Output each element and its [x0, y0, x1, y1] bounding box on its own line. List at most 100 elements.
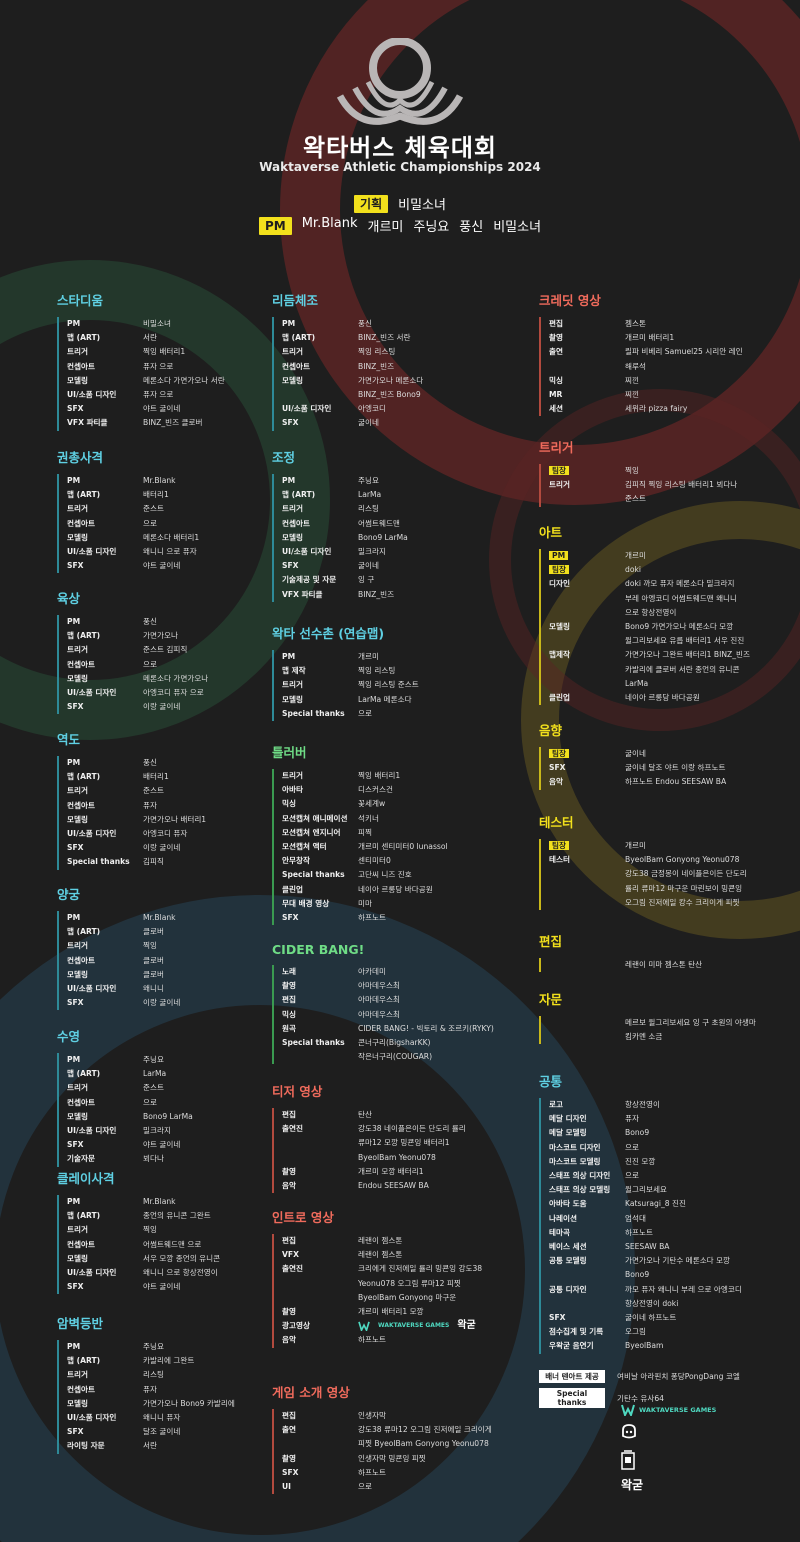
credit-role — [549, 896, 625, 910]
credit-role: 모션캡쳐 엔지니어 — [282, 827, 341, 837]
section-rows: PM 주닝요 맵 (ART) LarMa 트리거 리스팅 컨셉아트 어썸트웨드맨 모델링 Bono… — [272, 474, 522, 602]
credit-row: 트리거 찍잉 리스팅 준스트 — [282, 678, 522, 692]
credit-names: 야트 굴이네 — [143, 561, 181, 571]
credit-role: 음악 — [282, 1181, 296, 1191]
credit-role: PM — [67, 319, 81, 328]
credit-role: 컨셉아트 — [67, 1097, 95, 1107]
credit-names: 풍신 — [143, 758, 157, 767]
credit-role: 테마곡 — [549, 1227, 570, 1237]
wakgood-logo-text: 왁굳 — [621, 1478, 644, 1492]
credit-role: 팀장 — [549, 563, 625, 577]
wakgood-logo-text: 왁굳 — [457, 1320, 476, 1332]
credit-row: 촬영 인생자막 밍쿈잉 피찟 — [282, 1452, 522, 1466]
credit-row: SFX 야트 굴이네 — [67, 559, 307, 573]
credit-role: Special thanks — [282, 708, 345, 718]
credit-row: VFX 파티클 BINZ_빈즈 — [282, 588, 522, 602]
credit-role: 모션캡쳐 애니메이션 — [282, 813, 348, 823]
credit-section: CIDER BANG! 노래 아카데미 촬영 아마데우스최 편집 아마데우스최 믹싱 아마데우스… — [272, 942, 522, 1065]
credit-section: 양궁 PM Mr.Blank 맵 (ART) 클로버 트리거 찍잉 컨셉아트 클로버 모델링 클로버… — [57, 884, 307, 1011]
credit-names: Katsuragi_8 진진 — [625, 1199, 686, 1209]
credit-role: 맵 제작 — [282, 666, 306, 676]
credit-role: 클린업 — [549, 693, 570, 703]
credit-row: 클린업 네이아 르롱당 바다공원 — [282, 883, 522, 897]
credit-section: 클레이사격 PM Mr.Blank 맵 (ART) 종언의 유니콘 그완트 트리거 찍잉 컨셉… — [57, 1168, 307, 1295]
credit-names: 탄산 — [358, 1110, 372, 1119]
credit-role: 기술제공 및 자문 — [282, 575, 337, 585]
credit-names: 카발리에 클로버 서란 종언의 유니콘 — [625, 664, 740, 674]
special-thanks-label: Special thanks — [539, 1388, 605, 1408]
credit-row: 컨셉아트 퓨자 — [67, 799, 307, 813]
credit-row: 출연 강도38 류마12 오그림 진저에일 크리이게 — [282, 1423, 522, 1437]
credit-row: 점수집계 및 기록 오그림 — [549, 1325, 789, 1339]
credit-row: 모델링 LarMa 메론소다 — [282, 693, 522, 707]
credit-row: 맵 (ART) 서란 — [67, 331, 307, 345]
credit-row: PM 주닝요 — [67, 1340, 307, 1354]
section-title: 클레이사격 — [57, 1171, 115, 1186]
credit-row: 컨셉아트 BINZ_빈즈 — [282, 360, 522, 374]
credit-role: MR — [549, 390, 563, 400]
credit-role: 음악 — [549, 777, 563, 787]
credit-row: 노래 아카데미 — [282, 965, 522, 979]
credit-row: SFX 이랑 굴이네 — [67, 700, 307, 714]
credit-names: 준스트 — [143, 504, 164, 514]
credit-names: 어썸트웨드맨 — [358, 518, 400, 528]
credit-names: 아엥코디 퓨자 — [143, 829, 188, 839]
credit-row: 맵 (ART) LarMa — [67, 1067, 307, 1081]
credit-names: 개르미 — [358, 652, 379, 661]
credit-role: 편집 — [549, 319, 563, 328]
credit-row: 모델링 Bono9 LarMa — [67, 1110, 307, 1124]
credit-names: 뵈다나 — [143, 1154, 164, 1164]
credit-role: SFX — [67, 1282, 84, 1292]
credit-names: 아엥코디 — [358, 404, 386, 414]
banner-credit-row: 배너 텐아트 제공 여비날 아라핀치 퐁당PongDang 코엘 — [539, 1370, 740, 1383]
credit-names: 찍잉 배터리1 — [358, 771, 401, 780]
credit-names: 가면가오나 기탄수 메론소다 모깡 — [625, 1256, 731, 1266]
section-rows: PM 개르미 팀장 doki 디자인 doki 까모 퓨자 메론소다 밀크라지 부레 아엥코… — [539, 549, 789, 706]
credit-row: SFX 굴이네 하프노트 — [549, 1311, 789, 1325]
credit-row: 모션캡쳐 애니메이션 석키너 — [282, 812, 522, 826]
credit-names: 퓨자 — [143, 800, 157, 810]
credit-names: 강도38 금정몽이 네이플은이든 단도리 — [625, 869, 747, 879]
credit-row: UI/소품 디자인 아엥코디 퓨자 — [67, 827, 307, 841]
credit-role: 맵 (ART) — [67, 333, 101, 343]
credit-section: 편집 레랜이 미마 젬스톤 탄산 — [539, 931, 789, 973]
credit-names: 항상전영이 — [625, 1100, 660, 1109]
credit-names: 릴파 비베리 Samuel25 시리안 레인 — [625, 347, 743, 357]
credit-row: 출연 릴파 비베리 Samuel25 시리안 레인 — [549, 345, 789, 359]
credit-names: LarMa — [358, 490, 382, 500]
credit-names: 야트 굴이네 — [143, 1140, 181, 1150]
credit-row: 트리거 준스트 — [67, 784, 307, 798]
credit-names: 굴이네 달조 야트 이랑 하프노트 — [625, 763, 726, 773]
credit-names: 굴이네 하프노트 — [625, 1313, 677, 1323]
credit-role: 출연진 — [282, 1264, 303, 1274]
credit-role: VFX — [282, 1250, 299, 1260]
waktaverse-games-text: WAKTAVERSE GAMES — [639, 1406, 717, 1414]
credit-role: 맵 (ART) — [282, 333, 316, 343]
credit-role: 마스코트 디자인 — [549, 1142, 601, 1152]
credit-names: 부레 아엥코디 어썸트웨드맨 왜니니 — [625, 593, 738, 603]
credit-row: 으로 항상전영이 — [549, 606, 789, 620]
credit-role: SFX — [282, 561, 299, 571]
credit-section: 크레딧 영상 편집 젬스톤 촬영 개르미 배터리1 출연 릴파 비베리 Samuel25 시… — [539, 290, 789, 417]
credit-role: 우왁굳 음연기 — [549, 1341, 594, 1351]
credit-names: 굴이네 — [358, 418, 379, 428]
credit-names: 하프노트 Endou SEESAW BA — [625, 777, 727, 787]
credit-row: 공통 모델링 가면가오나 기탄수 메론소다 모깡 — [549, 1254, 789, 1268]
credit-names: 개르미 — [625, 841, 646, 850]
credit-role — [549, 1268, 625, 1282]
credit-names: 메르보 윌그리보세요 잉 구 초원의 야생마 — [625, 1018, 756, 1027]
credit-row: 촬영 개르미 배터리1 모깡 — [282, 1305, 522, 1319]
credit-row: 아바타 도움 Katsuragi_8 진진 — [549, 1197, 789, 1211]
credit-names: 으로 — [358, 708, 372, 718]
credit-names: BINZ_빈즈 서란 — [358, 333, 411, 343]
credit-row: 광고영상 WAKTAVERSE GAMES 왁굳 — [282, 1319, 522, 1333]
section-rows: 레랜이 미마 젬스톤 탄산 — [539, 958, 789, 973]
credit-names: 서우 모깡 종언의 유니콘 — [143, 1253, 221, 1263]
credit-role: SFX — [67, 1140, 84, 1150]
credit-names: 굴이네 — [358, 561, 379, 571]
credit-section: 역도 PM 풍신 맵 (ART) 배터리1 트리거 준스트 컨셉아트 퓨자 모델링 가면가오나 배터… — [57, 729, 307, 870]
credit-row: 오그림 진저에일 캉수 크리이게 피찟 — [549, 896, 789, 910]
credit-row: PM 주닝요 — [67, 1053, 307, 1067]
credit-role: UI/소품 디자인 — [67, 547, 117, 557]
